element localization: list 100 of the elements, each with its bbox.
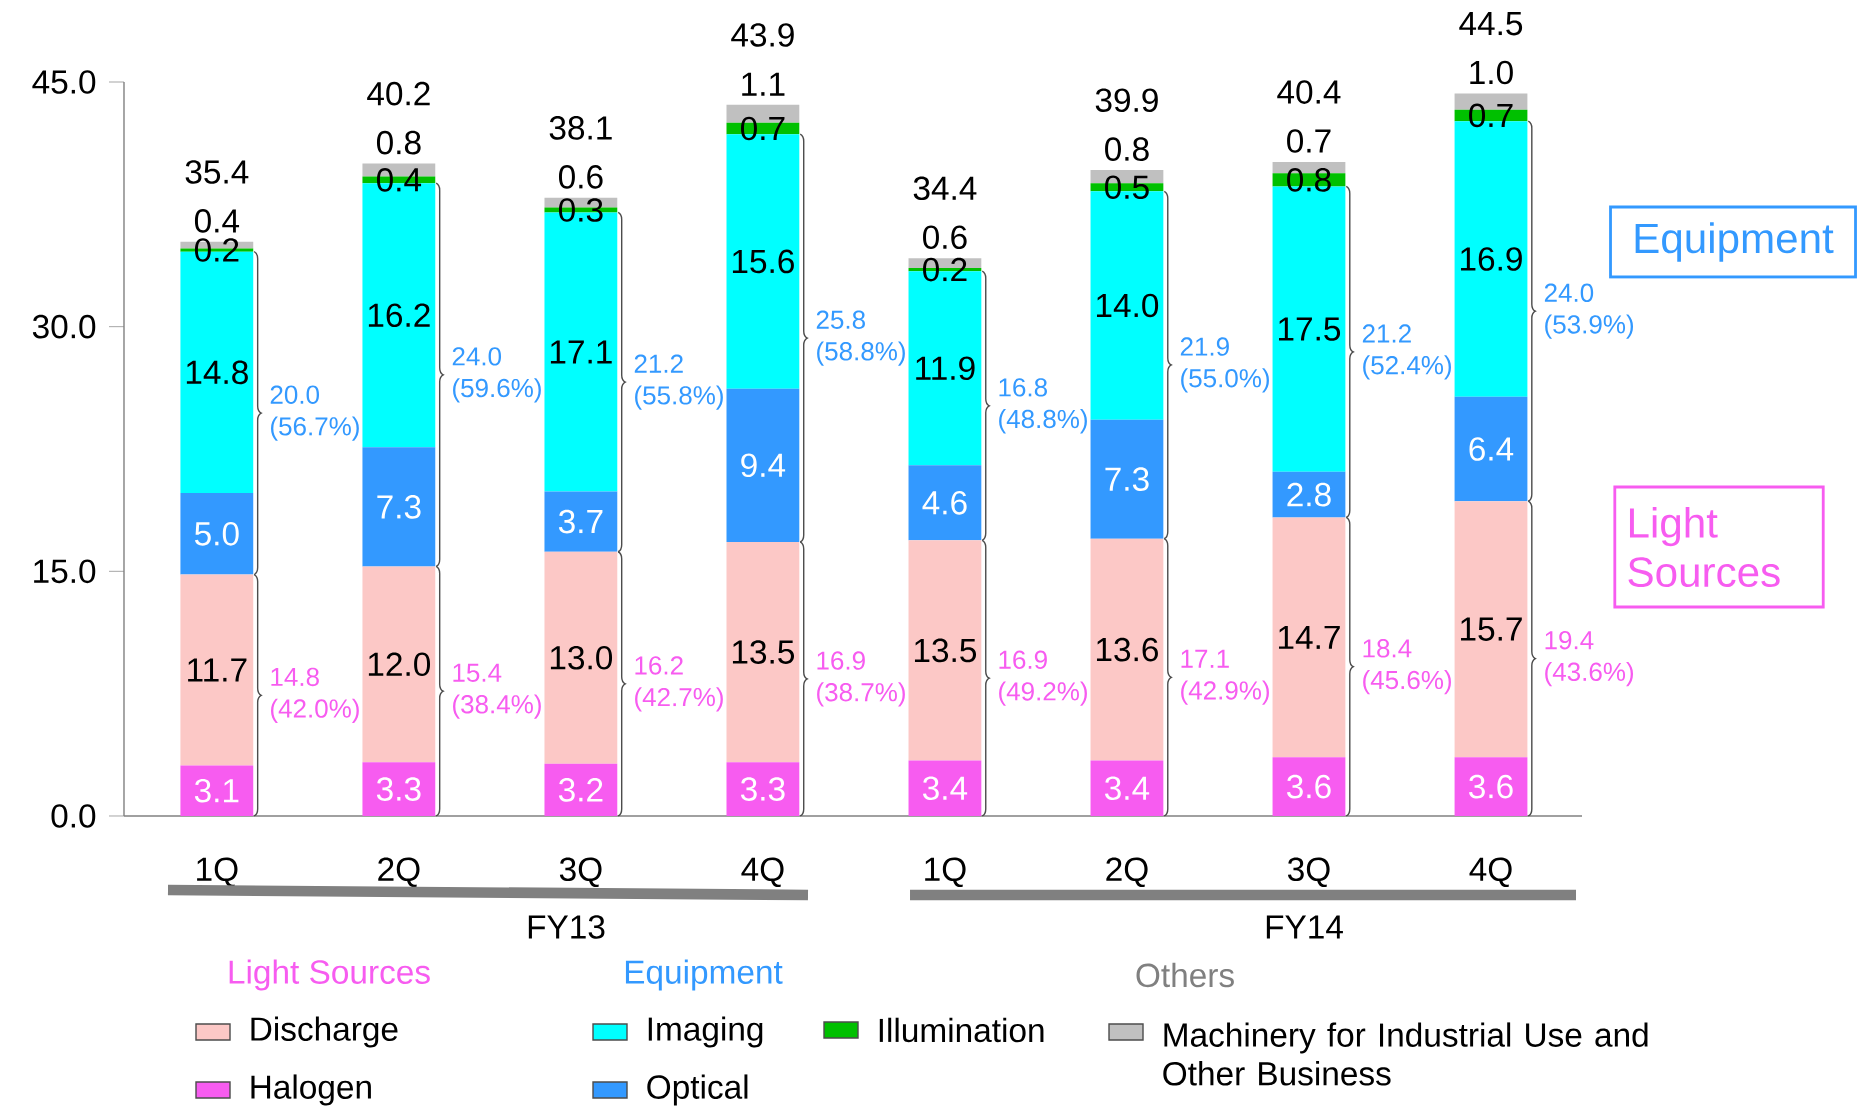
- bar: [544, 491, 618, 552]
- total-label: 43.9: [731, 23, 794, 47]
- data-label: 0.3: [558, 198, 603, 222]
- text: Others: [1136, 962, 1234, 988]
- data-label: 0.8: [1105, 137, 1149, 161]
- bar: [1272, 471, 1346, 518]
- annotation: 24.0 (59.6%): [452, 347, 541, 403]
- bar: [362, 447, 436, 567]
- data-label: 3.3: [376, 777, 421, 801]
- y-tick-label: 0.0: [51, 804, 96, 828]
- data-label: 16.2: [368, 303, 430, 328]
- bar: [180, 765, 254, 816]
- data-label: 0.6: [923, 225, 967, 250]
- bar: [544, 551, 618, 764]
- bar: [726, 388, 800, 542]
- bar: [1454, 757, 1528, 816]
- x-tick-label: 2Q: [378, 857, 420, 888]
- data-label: 13.0: [550, 645, 613, 670]
- bar: [1454, 396, 1528, 502]
- x-tick-label: 4Q: [741, 857, 784, 888]
- data-label: 0.4: [376, 168, 422, 192]
- x-tick-label: 1Q: [925, 857, 966, 888]
- annotation: 20.0 (56.7%): [270, 385, 359, 441]
- data-label: 14.0: [1096, 293, 1159, 318]
- bar: [362, 566, 436, 763]
- text: Light Sources: [229, 959, 430, 991]
- data-label: 0.2: [923, 257, 967, 282]
- data-label: 0.6: [558, 165, 603, 189]
- bar: [544, 763, 618, 816]
- data-label: 4.6: [922, 491, 967, 515]
- data-label: 0.4: [194, 209, 240, 233]
- data-label: 3.6: [1287, 774, 1331, 799]
- annotation: 21.9 (55.0%): [1180, 337, 1269, 393]
- bar: [1090, 538, 1164, 761]
- bar: [1272, 517, 1346, 758]
- annotation: 16.8 (48.8%): [999, 378, 1087, 434]
- annotation: 16.9 (38.7%): [817, 651, 905, 707]
- annotation: 15.4 (38.4%): [453, 663, 541, 719]
- data-label: 9.4: [741, 453, 786, 478]
- legend-label: Halogen: [251, 1074, 371, 1106]
- y-tick-label: 45.0: [32, 70, 96, 94]
- data-label: 15.6: [732, 249, 794, 274]
- data-label: 3.3: [740, 777, 785, 801]
- legend-label: Optical: [647, 1074, 748, 1106]
- data-label: 15.7: [1461, 617, 1522, 641]
- data-label: 5.0: [194, 521, 239, 546]
- data-label: 3.4: [922, 776, 968, 801]
- annotation: 14.8 (42.0%): [271, 667, 359, 723]
- data-label: 16.9: [1461, 247, 1522, 271]
- data-label: 3.6: [1469, 774, 1513, 799]
- bar: [908, 760, 982, 816]
- legend-label: Discharge: [251, 1016, 398, 1048]
- total-label: 40.4: [1277, 80, 1341, 104]
- x-tick-label: 3Q: [1287, 857, 1330, 888]
- data-label: 3.1: [194, 778, 239, 803]
- bar: [180, 574, 254, 766]
- data-label: 11.9: [916, 356, 975, 381]
- data-label: 3.4: [1105, 776, 1150, 801]
- data-label: 14.7: [1279, 625, 1340, 649]
- bar: [180, 493, 254, 575]
- data-label: 6.4: [1469, 437, 1514, 461]
- data-label: 12.0: [368, 652, 431, 677]
- legend-label: Illumination: [879, 1017, 1044, 1043]
- data-label: 11.7: [188, 658, 247, 682]
- annotation: 17.1 (42.9%): [1181, 649, 1269, 705]
- data-label: 13.6: [1096, 637, 1158, 662]
- text: FY14: [1266, 915, 1343, 939]
- total-label: 44.5: [1459, 12, 1523, 36]
- legend-label: Machinery for Industrial Use and Other Business: [1163, 1022, 1648, 1086]
- bar: [362, 762, 436, 816]
- bar: [1272, 757, 1346, 816]
- annotation: 24.0 (53.9%): [1544, 283, 1634, 339]
- data-label: 0.8: [376, 130, 421, 155]
- y-tick-label: 30.0: [32, 314, 96, 339]
- bar: [908, 540, 982, 761]
- data-label: 0.7: [1287, 129, 1331, 153]
- x-tick-label: 4Q: [1469, 857, 1512, 888]
- total-label: 38.1: [549, 116, 612, 140]
- data-label: 7.3: [377, 495, 421, 519]
- text: Equipment: [1635, 222, 1834, 262]
- total-label: 35.4: [185, 160, 249, 184]
- x-tick-label: 2Q: [1106, 857, 1148, 888]
- y-tick-label: 15.0: [34, 559, 96, 584]
- data-label: 17.5: [1279, 317, 1341, 341]
- bar: [908, 465, 982, 541]
- data-label: 13.5: [732, 640, 795, 664]
- data-label: 1.1: [742, 72, 785, 96]
- annotation: 21.2 (52.4%): [1362, 324, 1451, 380]
- data-label: 14.8: [186, 360, 248, 385]
- x-tick-label: 1Q: [197, 857, 238, 888]
- annotation: 18.4 (45.6%): [1363, 639, 1451, 695]
- total-label: 34.4: [913, 176, 977, 201]
- data-label: 7.3: [1105, 467, 1149, 491]
- annotation: 16.9 (49.2%): [999, 650, 1087, 706]
- annotation: 25.8 (58.8%): [816, 310, 905, 366]
- bar: [1090, 419, 1164, 539]
- data-label: 2.8: [1287, 482, 1331, 507]
- data-label: 3.2: [558, 778, 603, 802]
- annotation: 16.2 (42.7%): [635, 656, 723, 712]
- total-label: 39.9: [1095, 88, 1158, 113]
